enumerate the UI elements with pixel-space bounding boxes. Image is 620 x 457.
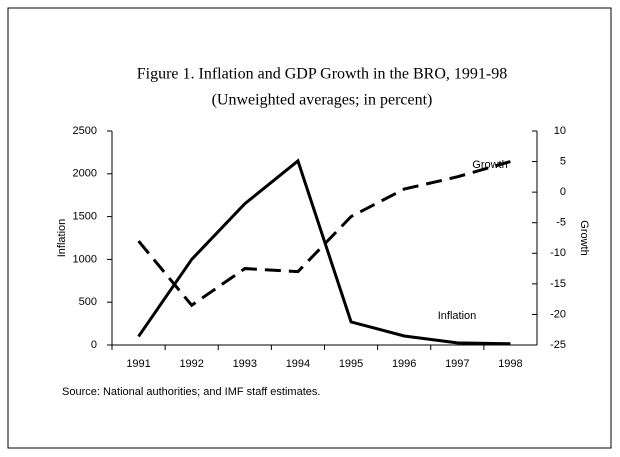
x-tick-label: 1996 — [392, 358, 416, 370]
y2-tick-label: -25 — [550, 339, 566, 351]
y2-tick-label: 0 — [560, 186, 566, 198]
y-tick-label: 1500 — [73, 211, 97, 223]
chart-subtitle: (Unweighted averages; in percent) — [212, 92, 433, 109]
x-tick-label: 1995 — [339, 358, 363, 370]
y2-tick-label: 10 — [554, 125, 566, 137]
frame — [7, 7, 612, 449]
y-axis-label: Inflation — [56, 219, 68, 258]
y-tick-label: 2500 — [73, 125, 97, 137]
y2-tick-label: 5 — [560, 155, 566, 167]
y2-tick-label: -20 — [550, 308, 566, 320]
y-tick-label: 500 — [79, 296, 97, 308]
y2-tick-label: -5 — [556, 217, 566, 229]
y2-tick-label: -15 — [550, 278, 566, 290]
x-tick-label: 1994 — [286, 358, 310, 370]
y-tick-label: 1000 — [73, 253, 97, 265]
y-tick-label: 0 — [91, 339, 97, 351]
x-tick-label: 1992 — [179, 358, 203, 370]
series-line — [137, 158, 511, 346]
y2-tick-label: -10 — [550, 247, 566, 259]
series-line — [137, 160, 511, 308]
x-tick-label: 1997 — [445, 358, 469, 370]
series-annotation: Growth — [472, 159, 507, 171]
source-note: Source: National authorities; and IMF st… — [62, 386, 320, 398]
x-tick-label: 1991 — [126, 358, 150, 370]
x-tick-label: 1998 — [498, 358, 522, 370]
series-annotation: Inflation — [438, 310, 477, 322]
y-tick-label: 2000 — [73, 168, 97, 180]
x-tick-label: 1993 — [233, 358, 257, 370]
y2-axis-label: Growth — [578, 220, 590, 255]
chart-title: Figure 1. Inflation and GDP Growth in th… — [137, 66, 507, 83]
